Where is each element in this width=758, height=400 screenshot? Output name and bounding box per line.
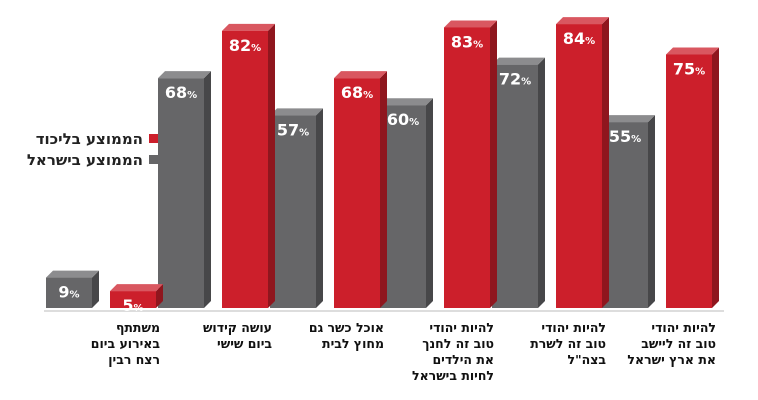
bar-likud-0-side bbox=[712, 47, 719, 308]
bar-israel-4-side bbox=[204, 71, 211, 308]
bar-israel-4-value-label: 68% bbox=[165, 83, 197, 102]
bar-likud-0 bbox=[666, 54, 712, 308]
legend-item-israel: הממוצע בישראל bbox=[8, 149, 158, 170]
bar-likud-5-top bbox=[110, 284, 163, 292]
category-label-4: עושה קידוש ביום שישי bbox=[202, 320, 272, 351]
bar-israel-0-value-label: 55% bbox=[609, 127, 641, 146]
legend: הממוצע בליכוד הממוצע בישראל bbox=[8, 128, 158, 170]
bar-likud-5 bbox=[110, 291, 156, 308]
bar-israel-2-top bbox=[380, 98, 433, 106]
legend-label-israel: הממוצע בישראל bbox=[26, 150, 143, 169]
category-label-5: משתתף באירוע ביום רצח רבין bbox=[90, 320, 160, 367]
category-label-1: להיות יהודי טוב זה לשרת בצה"ל bbox=[530, 320, 606, 367]
bar-israel-0 bbox=[602, 122, 648, 308]
bar-israel-0-side bbox=[648, 115, 655, 308]
category-label-0: להיות יהודי טוב זה ליישב את ארץ ישראל bbox=[627, 320, 716, 367]
bar-israel-3-value-label: 57% bbox=[277, 120, 309, 139]
bar-israel-2-side bbox=[426, 98, 433, 308]
bar-israel-1-value-label: 72% bbox=[499, 70, 531, 89]
bar-likud-3 bbox=[334, 78, 380, 308]
bar-israel-0-top bbox=[602, 115, 655, 123]
bar-israel-2-value-label: 60% bbox=[387, 110, 419, 129]
bar-likud-0-top bbox=[666, 47, 719, 55]
legend-label-likud: הממוצע בליכוד bbox=[35, 129, 143, 148]
bar-likud-1 bbox=[556, 24, 602, 309]
bar-israel-4-top bbox=[158, 71, 211, 79]
bar-likud-0-value-label: 75% bbox=[673, 60, 705, 79]
bar-likud-4-value-label: 82% bbox=[229, 36, 261, 55]
bar-israel-3 bbox=[270, 115, 316, 308]
bar-israel-3-side bbox=[316, 108, 323, 308]
bar-likud-2-value-label: 83% bbox=[451, 32, 483, 51]
bar-israel-1-top bbox=[492, 57, 545, 65]
bar-israel-3-top bbox=[270, 108, 323, 116]
bar-likud-1-side bbox=[602, 17, 609, 309]
bar-likud-2-top bbox=[444, 20, 497, 28]
bar-likud-1-top bbox=[556, 17, 609, 25]
bar-likud-5-value-label: 5% bbox=[122, 296, 143, 315]
bar-likud-2 bbox=[444, 27, 490, 309]
bar-likud-3-side bbox=[380, 71, 387, 308]
legend-swatch-israel bbox=[149, 155, 158, 164]
category-label-3: אוכל כשר גם מחוץ לבית bbox=[308, 320, 384, 351]
bar-likud-4 bbox=[222, 30, 268, 309]
bar-likud-4-side bbox=[268, 23, 275, 309]
bar-israel-5 bbox=[46, 277, 92, 308]
bar-likud-3-top bbox=[334, 71, 387, 79]
bar-israel-5-value-label: 9% bbox=[58, 283, 79, 302]
bar-likud-3-value-label: 68% bbox=[341, 83, 373, 102]
bar-israel-1 bbox=[492, 64, 538, 308]
bar-likud-5-side bbox=[156, 284, 163, 308]
category-label-2: להיות יהודי טוב זה לחנך את הילדים לחיות … bbox=[412, 320, 494, 383]
bar-likud-1-value-label: 84% bbox=[563, 29, 595, 48]
legend-item-likud: הממוצע בליכוד bbox=[8, 128, 158, 149]
bar-israel-2 bbox=[380, 105, 426, 308]
bar-israel-5-top bbox=[46, 270, 99, 278]
bar-likud-4-top bbox=[222, 23, 275, 31]
legend-swatch-likud bbox=[149, 134, 158, 143]
bar-likud-2-side bbox=[490, 20, 497, 309]
bar-israel-1-side bbox=[538, 57, 545, 308]
bar-israel-5-side bbox=[92, 270, 99, 308]
bar-israel-4 bbox=[158, 78, 204, 308]
